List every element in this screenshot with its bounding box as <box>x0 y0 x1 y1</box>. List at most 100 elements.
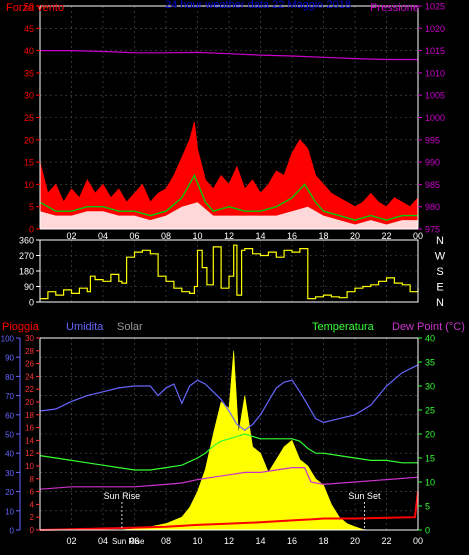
panel3-x-tick-label: 18 <box>318 536 328 546</box>
panel1-title: 24 hour weather data 22 Maggio 2018 <box>165 0 351 11</box>
panel1-left-tick-label: 40 <box>24 46 34 56</box>
wind-direction-line <box>40 244 419 300</box>
panel3-humidity-label: Umidita <box>66 321 104 333</box>
panel2-compass-label: W <box>435 251 446 263</box>
panel1-x-tick-label: 06 <box>129 231 139 241</box>
panel1-x-tick-label: 12 <box>224 231 234 241</box>
rain-axis-tick-label: 18 <box>25 411 34 420</box>
panel3-x-tick-label: 20 <box>350 536 360 546</box>
panel2-compass-label: S <box>436 266 443 278</box>
panel2-left-tick-label: 180 <box>19 267 34 277</box>
panel1-right-label: Pressione <box>370 2 419 14</box>
wind-gust-area <box>40 202 418 229</box>
rain-axis-tick-label: 6 <box>30 488 35 497</box>
panel1-right-tick-label: 1010 <box>425 68 445 78</box>
panel1-x-tick-label: 22 <box>381 231 391 241</box>
temperature-axis-tick-label: 30 <box>425 382 435 392</box>
panel3-x-tick-label: 14 <box>255 536 265 546</box>
temperature-axis-tick-label: 20 <box>425 430 435 440</box>
rain-axis-tick-label: 24 <box>25 372 34 381</box>
panel1-left-tick-label: 5 <box>29 202 34 212</box>
panel1-right-tick-label: 985 <box>425 180 440 190</box>
rain-axis-tick-label: 8 <box>30 475 35 484</box>
humidity-axis-tick-label: 40 <box>5 450 14 459</box>
humidity-axis-tick-label: 0 <box>10 527 15 536</box>
rain-axis-tick-label: 12 <box>25 449 34 458</box>
panel1-right-tick-label: 1015 <box>425 46 445 56</box>
panel1-x-tick-label: 00 <box>413 231 423 241</box>
temperature-axis-tick-label: 0 <box>425 526 430 536</box>
panel2-compass-label: E <box>436 282 443 294</box>
rain-axis-tick-label: 4 <box>30 500 35 509</box>
panel2-compass-label: N <box>436 297 444 309</box>
panel1-right-tick-label: 1025 <box>425 2 445 12</box>
panel1-right-tick-label: 975 <box>425 225 440 235</box>
panel3-x-tick-label: 04 <box>98 536 108 546</box>
panel1-right-tick-label: 1000 <box>425 113 445 123</box>
temperature-line <box>39 433 418 471</box>
panel1-left-tick-label: 30 <box>24 91 34 101</box>
dewpoint-line <box>39 467 419 490</box>
panel3-rain-label: Pioggia <box>2 321 40 333</box>
humidity-axis-tick-label: 90 <box>5 354 14 363</box>
panel3-x-tick-label: 22 <box>381 536 391 546</box>
temperature-axis-tick-label: 15 <box>425 454 435 464</box>
humidity-axis-tick-label: 60 <box>5 411 14 420</box>
panel2-left-tick-label: 360 <box>19 236 34 246</box>
humidity-axis-tick-label: 50 <box>5 431 14 440</box>
humidity-axis-tick-label: 10 <box>5 507 14 516</box>
panel1-left-tick-label: 20 <box>24 135 34 145</box>
sunset-label: Sun Set <box>348 491 381 501</box>
humidity-line <box>39 364 419 431</box>
panel1-left-tick-label: 10 <box>24 180 34 190</box>
panel1-right-tick-label: 980 <box>425 202 440 212</box>
rain-axis-tick-label: 26 <box>25 360 34 369</box>
rain-axis-tick-label: 16 <box>25 424 34 433</box>
sunrise-axis-label: Sun Rise <box>112 537 145 546</box>
panel3-dewpoint-label: Dew Point (°C) <box>392 321 465 333</box>
panel1-left-label: Forza vento <box>6 2 64 14</box>
wind-average-line <box>39 173 418 221</box>
panel1-x-tick-label: 18 <box>318 231 328 241</box>
temperature-axis-tick-label: 5 <box>425 502 430 512</box>
panel1-right-tick-label: 995 <box>425 135 440 145</box>
humidity-axis-tick-label: 70 <box>5 392 14 401</box>
panel3-x-tick-label: 10 <box>192 536 202 546</box>
rain-axis-tick-label: 10 <box>25 462 34 471</box>
rain-line <box>39 491 419 531</box>
temperature-axis-tick-label: 25 <box>425 406 435 416</box>
panel1-left-tick-label: 15 <box>24 158 34 168</box>
panel1-x-tick-label: 04 <box>98 231 108 241</box>
panel1-x-tick-label: 20 <box>350 231 360 241</box>
temperature-axis-tick-label: 40 <box>425 334 435 344</box>
panel2-left-tick-label: 90 <box>24 282 34 292</box>
humidity-axis-tick-label: 30 <box>5 469 14 478</box>
panel1-x-tick-label: 02 <box>66 231 76 241</box>
humidity-axis-tick-label: 20 <box>5 488 14 497</box>
temperature-axis-tick-label: 35 <box>425 358 435 368</box>
series-layer <box>39 50 419 531</box>
rain-axis-tick-label: 28 <box>25 347 34 356</box>
pressure-line <box>40 50 418 61</box>
panel3-solar-label: Solar <box>117 321 143 333</box>
panel1-left-tick-label: 45 <box>24 24 34 34</box>
rain-axis-tick-label: 22 <box>25 385 34 394</box>
panel3-x-tick-label: 12 <box>224 536 234 546</box>
panel1-left-tick-label: 50 <box>24 2 34 12</box>
panel1-x-tick-label: 16 <box>287 231 297 241</box>
panel1-right-tick-label: 990 <box>425 158 440 168</box>
panel3-x-tick-label: 02 <box>66 536 76 546</box>
rain-axis-tick-label: 14 <box>25 436 34 445</box>
panel1-x-tick-label: 08 <box>161 231 171 241</box>
wind-speed-area <box>39 121 419 230</box>
panel1-left-tick-label: 0 <box>29 225 34 235</box>
ticks-layer: 0510152025303540455097598098599099510001… <box>1 2 446 547</box>
rain-axis-tick-label: 0 <box>30 526 35 535</box>
rain-axis-tick-label: 2 <box>30 513 35 522</box>
panel2-left-tick-label: 0 <box>29 298 34 308</box>
panel1-left-tick-label: 35 <box>24 68 34 78</box>
panel3-temperature-label: Temperatura <box>312 321 375 333</box>
panel3-x-tick-label: 00 <box>413 536 423 546</box>
panel1-left-tick-label: 25 <box>24 113 34 123</box>
